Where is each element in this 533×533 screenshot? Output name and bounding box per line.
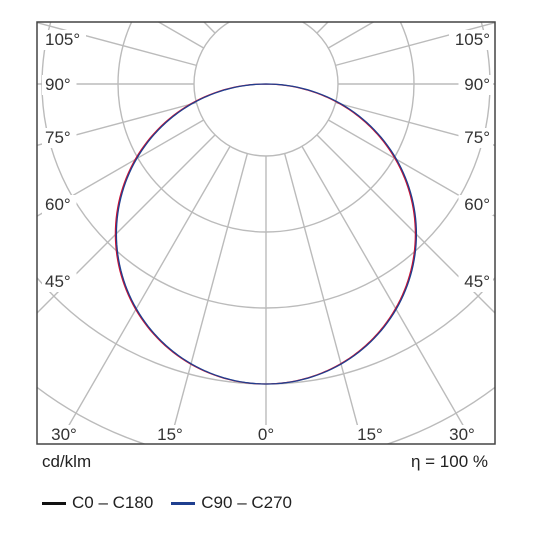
angle-label-right-75-bg <box>458 128 493 148</box>
grid-spoke <box>37 22 197 67</box>
angle-label-left-75-bg <box>42 128 77 148</box>
angle-label-bottom-4: 30° <box>449 425 475 444</box>
efficiency-label: η = 100 % <box>410 452 488 471</box>
grid-spoke <box>316 22 329 34</box>
chart-frame <box>36 21 496 445</box>
angle-label-left-60: 60° <box>45 195 71 214</box>
grid-spoke <box>335 101 495 147</box>
grid-spoke <box>147 0 247 14</box>
grid-spoke <box>36 0 230 22</box>
legend-label-c0-c180: C0 – C180 <box>72 493 154 512</box>
grid-spoke <box>328 22 375 49</box>
angle-label-bottom-0-bg <box>46 425 82 445</box>
legend-item-c0-c180: C0 – C180 <box>42 493 153 513</box>
series-curve-1 <box>115 83 418 385</box>
grid-spoke <box>335 22 495 67</box>
grid-spoke <box>37 134 216 314</box>
units-label: cd/klm <box>42 452 92 471</box>
grid-spoke <box>37 101 197 147</box>
angle-label-bottom-4-bg <box>444 425 480 445</box>
grid-spoke <box>302 0 496 22</box>
legend-label-c90-c270: C90 – C270 <box>201 493 293 512</box>
grid-spoke <box>203 22 216 34</box>
angle-label-left-75: 75° <box>45 128 71 147</box>
angle-label-left-45-bg <box>42 272 77 292</box>
intensity-curves <box>114 83 418 385</box>
angle-label-bottom-1-bg <box>152 425 188 445</box>
angle-label-right-105-bg <box>449 30 493 50</box>
angle-label-right-90-bg <box>458 75 493 95</box>
polar-grid <box>36 0 496 444</box>
angle-label-bottom-2: 0° <box>258 425 274 444</box>
angle-label-left-45: 45° <box>45 272 71 291</box>
angle-label-right-90: 90° <box>464 75 490 94</box>
angle-label-left-105-bg <box>42 30 86 50</box>
angle-label-right-45: 45° <box>464 272 490 291</box>
angle-label-right-105: 105° <box>455 30 490 49</box>
grid-spoke <box>285 0 385 14</box>
angle-labels: 105° 90° 75° 60° 45° 105° 90° 75° 60° 45° 30° 15° 0°… <box>42 30 493 445</box>
angle-label-right-60-bg <box>458 195 493 215</box>
angle-label-bottom-3-bg <box>352 425 388 445</box>
angle-label-bottom-2-bg <box>253 425 279 445</box>
grid-spoke <box>316 134 495 314</box>
legend-swatch-c0-c180 <box>42 501 66 505</box>
angle-label-left-105: 105° <box>45 30 80 49</box>
angle-label-bottom-1: 15° <box>157 425 183 444</box>
grid-spoke <box>157 22 204 49</box>
angle-label-left-60-bg <box>42 195 77 215</box>
angle-label-bottom-0: 30° <box>51 425 77 444</box>
polar-chart: 105° 90° 75° 60° 45° 105° 90° 75° 60° 45° 30° 15° 0°… <box>36 0 496 445</box>
legend-item-c90-c270: C90 – C270 <box>171 493 292 513</box>
grid-spoke <box>328 119 495 218</box>
angle-label-right-75: 75° <box>464 128 490 147</box>
grid-spoke <box>168 153 249 444</box>
angle-label-right-45-bg <box>458 272 493 292</box>
grid-spoke <box>283 153 364 444</box>
angle-label-left-90-bg <box>42 75 77 95</box>
legend-swatch-c90-c270 <box>171 501 196 505</box>
angle-label-right-60: 60° <box>464 195 490 214</box>
legend: C0 – C180 C90 – C270 <box>42 493 310 513</box>
grid-spoke <box>37 119 204 218</box>
angle-label-bottom-3: 15° <box>357 425 383 444</box>
angle-label-left-90: 90° <box>45 75 71 94</box>
